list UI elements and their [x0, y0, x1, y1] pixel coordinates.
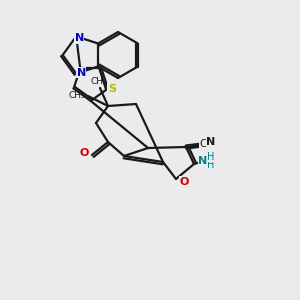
Text: N: N [75, 33, 84, 43]
Text: H: H [207, 160, 215, 170]
Text: N: N [76, 68, 86, 78]
Text: S: S [108, 83, 116, 94]
Text: CH₃: CH₃ [68, 91, 85, 100]
Text: N: N [198, 156, 208, 166]
Text: C: C [199, 139, 207, 149]
Text: O: O [79, 148, 89, 158]
Text: CH₃: CH₃ [91, 76, 107, 85]
Text: N: N [206, 137, 216, 147]
Text: O: O [179, 177, 189, 187]
Text: H: H [207, 152, 215, 162]
